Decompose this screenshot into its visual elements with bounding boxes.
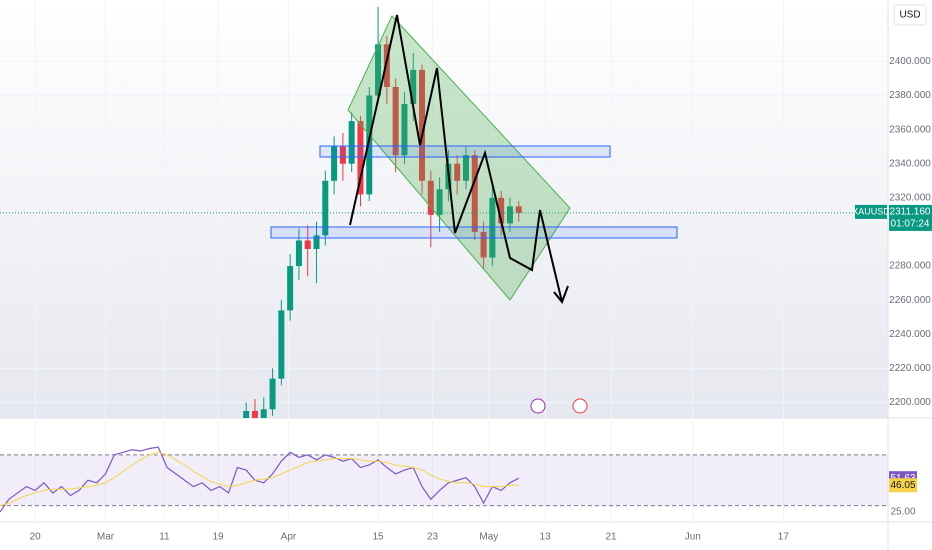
candle-body xyxy=(339,146,346,164)
rsi-tick-label: 25.00 xyxy=(890,507,915,518)
x-tick-label: 17 xyxy=(778,532,790,543)
candle-body xyxy=(436,189,443,215)
x-tick-label: 20 xyxy=(30,532,42,543)
candle-body xyxy=(515,206,522,213)
candle-body xyxy=(278,310,285,379)
x-tick-label: 11 xyxy=(159,532,170,543)
candle-body xyxy=(357,121,364,195)
symbol: XAUUSD xyxy=(852,206,890,216)
y-tick-label: 2220.000 xyxy=(889,363,931,374)
candle-body xyxy=(454,163,461,181)
rsi-line xyxy=(0,446,520,513)
y-tick-label: 2340.000 xyxy=(889,158,931,169)
candle-body xyxy=(410,69,417,105)
candle-body xyxy=(269,378,276,410)
candle-body xyxy=(260,409,267,418)
price-tag xyxy=(889,204,932,231)
candle-body xyxy=(375,44,382,96)
channel[interactable] xyxy=(347,15,571,301)
y-tick-label: 2260.000 xyxy=(889,295,931,306)
event-icon[interactable] xyxy=(572,398,588,414)
candle-body xyxy=(366,95,373,195)
candle-body xyxy=(322,180,329,236)
rsi-value: 46.05 xyxy=(890,480,915,491)
zone-lower[interactable] xyxy=(270,226,678,239)
candle-body xyxy=(392,86,399,156)
candle-body xyxy=(287,266,294,311)
rsi-value-tag xyxy=(889,478,917,493)
rsi-pane xyxy=(0,418,888,522)
y-tick-label: 2240.000 xyxy=(889,329,931,340)
candle-body xyxy=(401,104,408,156)
rsi-line xyxy=(0,451,519,507)
y-tick-label: 2380.000 xyxy=(889,90,931,101)
y-tick-label: 2360.000 xyxy=(889,124,931,135)
price-pane xyxy=(0,0,888,418)
candle-body xyxy=(480,231,487,258)
candle-body xyxy=(427,180,434,215)
x-tick-label: 21 xyxy=(605,532,617,543)
countdown: 01:07:24 xyxy=(891,219,930,230)
x-tick-label: Jun xyxy=(685,532,701,543)
pattern-line[interactable] xyxy=(349,14,563,303)
candle-body xyxy=(243,411,250,418)
x-tick-label: May xyxy=(479,532,498,543)
x-tick-label: Mar xyxy=(97,532,115,543)
currency-button[interactable] xyxy=(893,4,927,26)
x-tick-label: 13 xyxy=(540,532,552,543)
x-tick-label: 15 xyxy=(372,532,384,543)
candle-body xyxy=(471,155,478,232)
candle-body xyxy=(383,44,390,87)
x-tick-label: 19 xyxy=(212,532,224,543)
y-tick-label: 2320.000 xyxy=(889,192,931,203)
candle-body xyxy=(498,197,505,224)
candle-body xyxy=(506,206,513,224)
y-tick-label: 2200.000 xyxy=(889,397,931,408)
y-tick-label: 2280.000 xyxy=(889,261,931,272)
currency: USD xyxy=(899,10,920,21)
candle-body xyxy=(348,121,355,164)
candles xyxy=(243,6,522,418)
candle-body xyxy=(313,235,320,249)
arrow-head xyxy=(553,285,569,304)
x-tick-label: 23 xyxy=(427,532,439,543)
x-tick-label: Apr xyxy=(281,532,297,543)
event-icon[interactable] xyxy=(530,398,546,414)
candle-body xyxy=(489,197,496,258)
drawings xyxy=(270,14,678,414)
last-price: 2311.160 xyxy=(890,207,931,218)
zone-upper[interactable] xyxy=(319,145,611,158)
symbol-tag xyxy=(855,204,887,219)
candle-body xyxy=(331,146,338,181)
candle-body xyxy=(295,240,302,267)
candle-body xyxy=(251,411,258,418)
y-tick-label: 2400.000 xyxy=(889,56,931,67)
candle-body xyxy=(462,155,469,181)
candle-body xyxy=(419,69,426,181)
candle-body xyxy=(304,240,311,249)
